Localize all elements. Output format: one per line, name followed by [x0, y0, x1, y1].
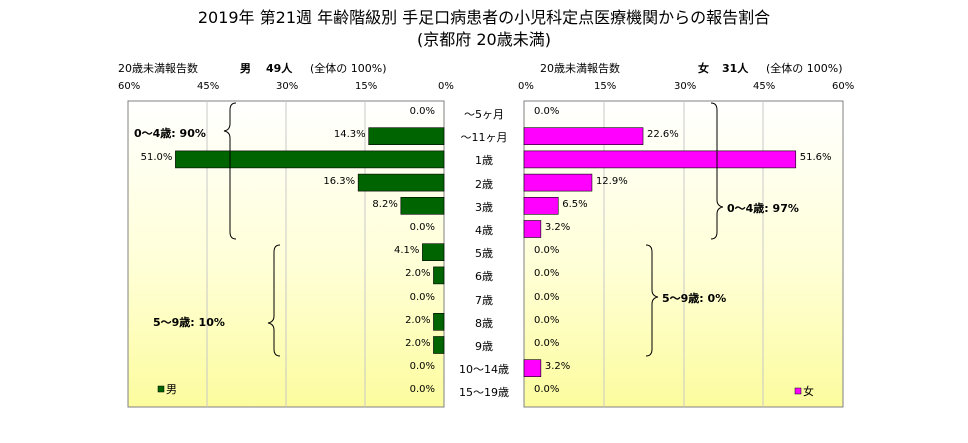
male-bar — [433, 312, 445, 331]
female-value-label: 6.5% — [562, 198, 588, 210]
male-bar — [400, 197, 445, 215]
male-bar — [422, 243, 445, 261]
right-count-label: 31人 — [722, 62, 749, 75]
male-0-4-brace — [223, 102, 237, 240]
male-bar — [368, 127, 445, 145]
male-value-label: 4.1% — [394, 245, 420, 257]
female-value-label: 0.0% — [534, 106, 560, 117]
female-bar — [523, 197, 559, 215]
male-bar — [357, 173, 445, 192]
male-5-9-brace — [267, 244, 281, 357]
male-value-label: 8.2% — [372, 198, 398, 210]
male-0-4-annotation: 0～4歳: 90% — [134, 127, 206, 140]
chart-title: 2019年 第21週 年齢階級別 手足口病患者の小児科定点医療機関からの報告割合 — [197, 8, 771, 27]
legend-female-label: 女 — [803, 385, 814, 398]
female-value-label: 51.6% — [799, 152, 832, 164]
category-label: 9歳 — [475, 340, 493, 353]
bars-layer — [175, 127, 797, 378]
right-sex-label: 女 — [698, 62, 709, 75]
male-value-label: 2.0% — [405, 338, 431, 349]
female-5-9-brace — [645, 244, 659, 357]
male-value-label: 0.0% — [409, 291, 435, 303]
female-value-label: 0.0% — [534, 314, 560, 326]
male-value-label: 0.0% — [409, 222, 435, 233]
category-label: 8歳 — [475, 316, 493, 330]
female-value-label: 0.0% — [534, 291, 560, 303]
tick-right-60: 60% — [832, 81, 855, 92]
female-5-9-annotation: 5～9歳: 0% — [662, 292, 727, 305]
female-0-4-brace — [710, 102, 724, 240]
tick-right-0: 0% — [518, 81, 534, 92]
left-axis-caption: 20歳未満報告数 — [118, 62, 198, 75]
category-label: ～5ヶ月 — [464, 108, 504, 121]
tick-right-30: 30% — [674, 81, 697, 92]
male-value-label: 16.3% — [323, 175, 356, 187]
tick-left-30: 30% — [276, 81, 299, 92]
male-value-label: 0.0% — [409, 384, 435, 396]
male-value-label: 2.0% — [405, 268, 431, 280]
tick-right-15: 15% — [594, 81, 617, 92]
female-bar — [523, 173, 593, 192]
female-bar — [523, 150, 797, 169]
female-0-4-annotation: 0～4歳: 97% — [727, 202, 799, 215]
legend-male-swatch — [157, 385, 165, 393]
category-label: ～11ヶ月 — [460, 131, 508, 145]
female-bar — [523, 359, 542, 378]
category-label: 15～19歳 — [459, 386, 509, 400]
male-bar — [433, 336, 445, 354]
male-bar — [433, 266, 445, 285]
male-value-label: 0.0% — [409, 106, 435, 117]
female-value-label: 3.2% — [544, 361, 571, 373]
tick-left-0: 0% — [438, 81, 454, 92]
female-value-label: 22.6% — [647, 129, 679, 141]
category-label: 4歳 — [475, 224, 493, 237]
category-label: 2歳 — [475, 177, 493, 191]
male-value-label: 51.0% — [140, 152, 173, 164]
category-label: 6歳 — [475, 270, 493, 284]
right-axis-caption: 20歳未満報告数 — [540, 62, 620, 75]
male-5-9-annotation: 5～9歳: 10% — [153, 316, 225, 329]
right-total-label: (全体の 100%) — [766, 62, 843, 75]
tick-left-15: 15% — [355, 81, 378, 92]
tick-left-45: 45% — [197, 81, 220, 92]
category-label: 10～14歳 — [459, 363, 509, 377]
category-label: 3歳 — [475, 200, 493, 214]
female-value-label: 0.0% — [534, 384, 560, 396]
tick-right-45: 45% — [753, 81, 776, 92]
male-value-label: 0.0% — [409, 361, 435, 373]
category-label: 5歳 — [475, 247, 493, 261]
chart-subtitle: (京都府 20歳未満) — [417, 30, 551, 49]
female-bar — [523, 220, 542, 238]
male-bar — [175, 150, 445, 169]
left-count-label: 49人 — [266, 62, 293, 75]
female-bar — [523, 127, 644, 145]
legend-male-label: 男 — [166, 383, 177, 396]
left-sex-label: 男 — [240, 62, 251, 75]
left-total-label: (全体の 100%) — [310, 62, 387, 75]
female-value-label: 0.0% — [534, 268, 560, 280]
category-label: 7歳 — [475, 293, 493, 307]
male-value-label: 2.0% — [405, 314, 431, 326]
female-value-label: 0.0% — [534, 338, 560, 349]
female-value-label: 12.9% — [595, 175, 628, 187]
category-label: 1歳 — [475, 154, 493, 168]
male-value-label: 14.3% — [333, 129, 366, 141]
female-value-label: 3.2% — [544, 222, 571, 233]
female-value-label: 0.0% — [534, 245, 560, 257]
legend-female-swatch — [794, 387, 802, 395]
tick-left-60: 60% — [118, 81, 141, 92]
